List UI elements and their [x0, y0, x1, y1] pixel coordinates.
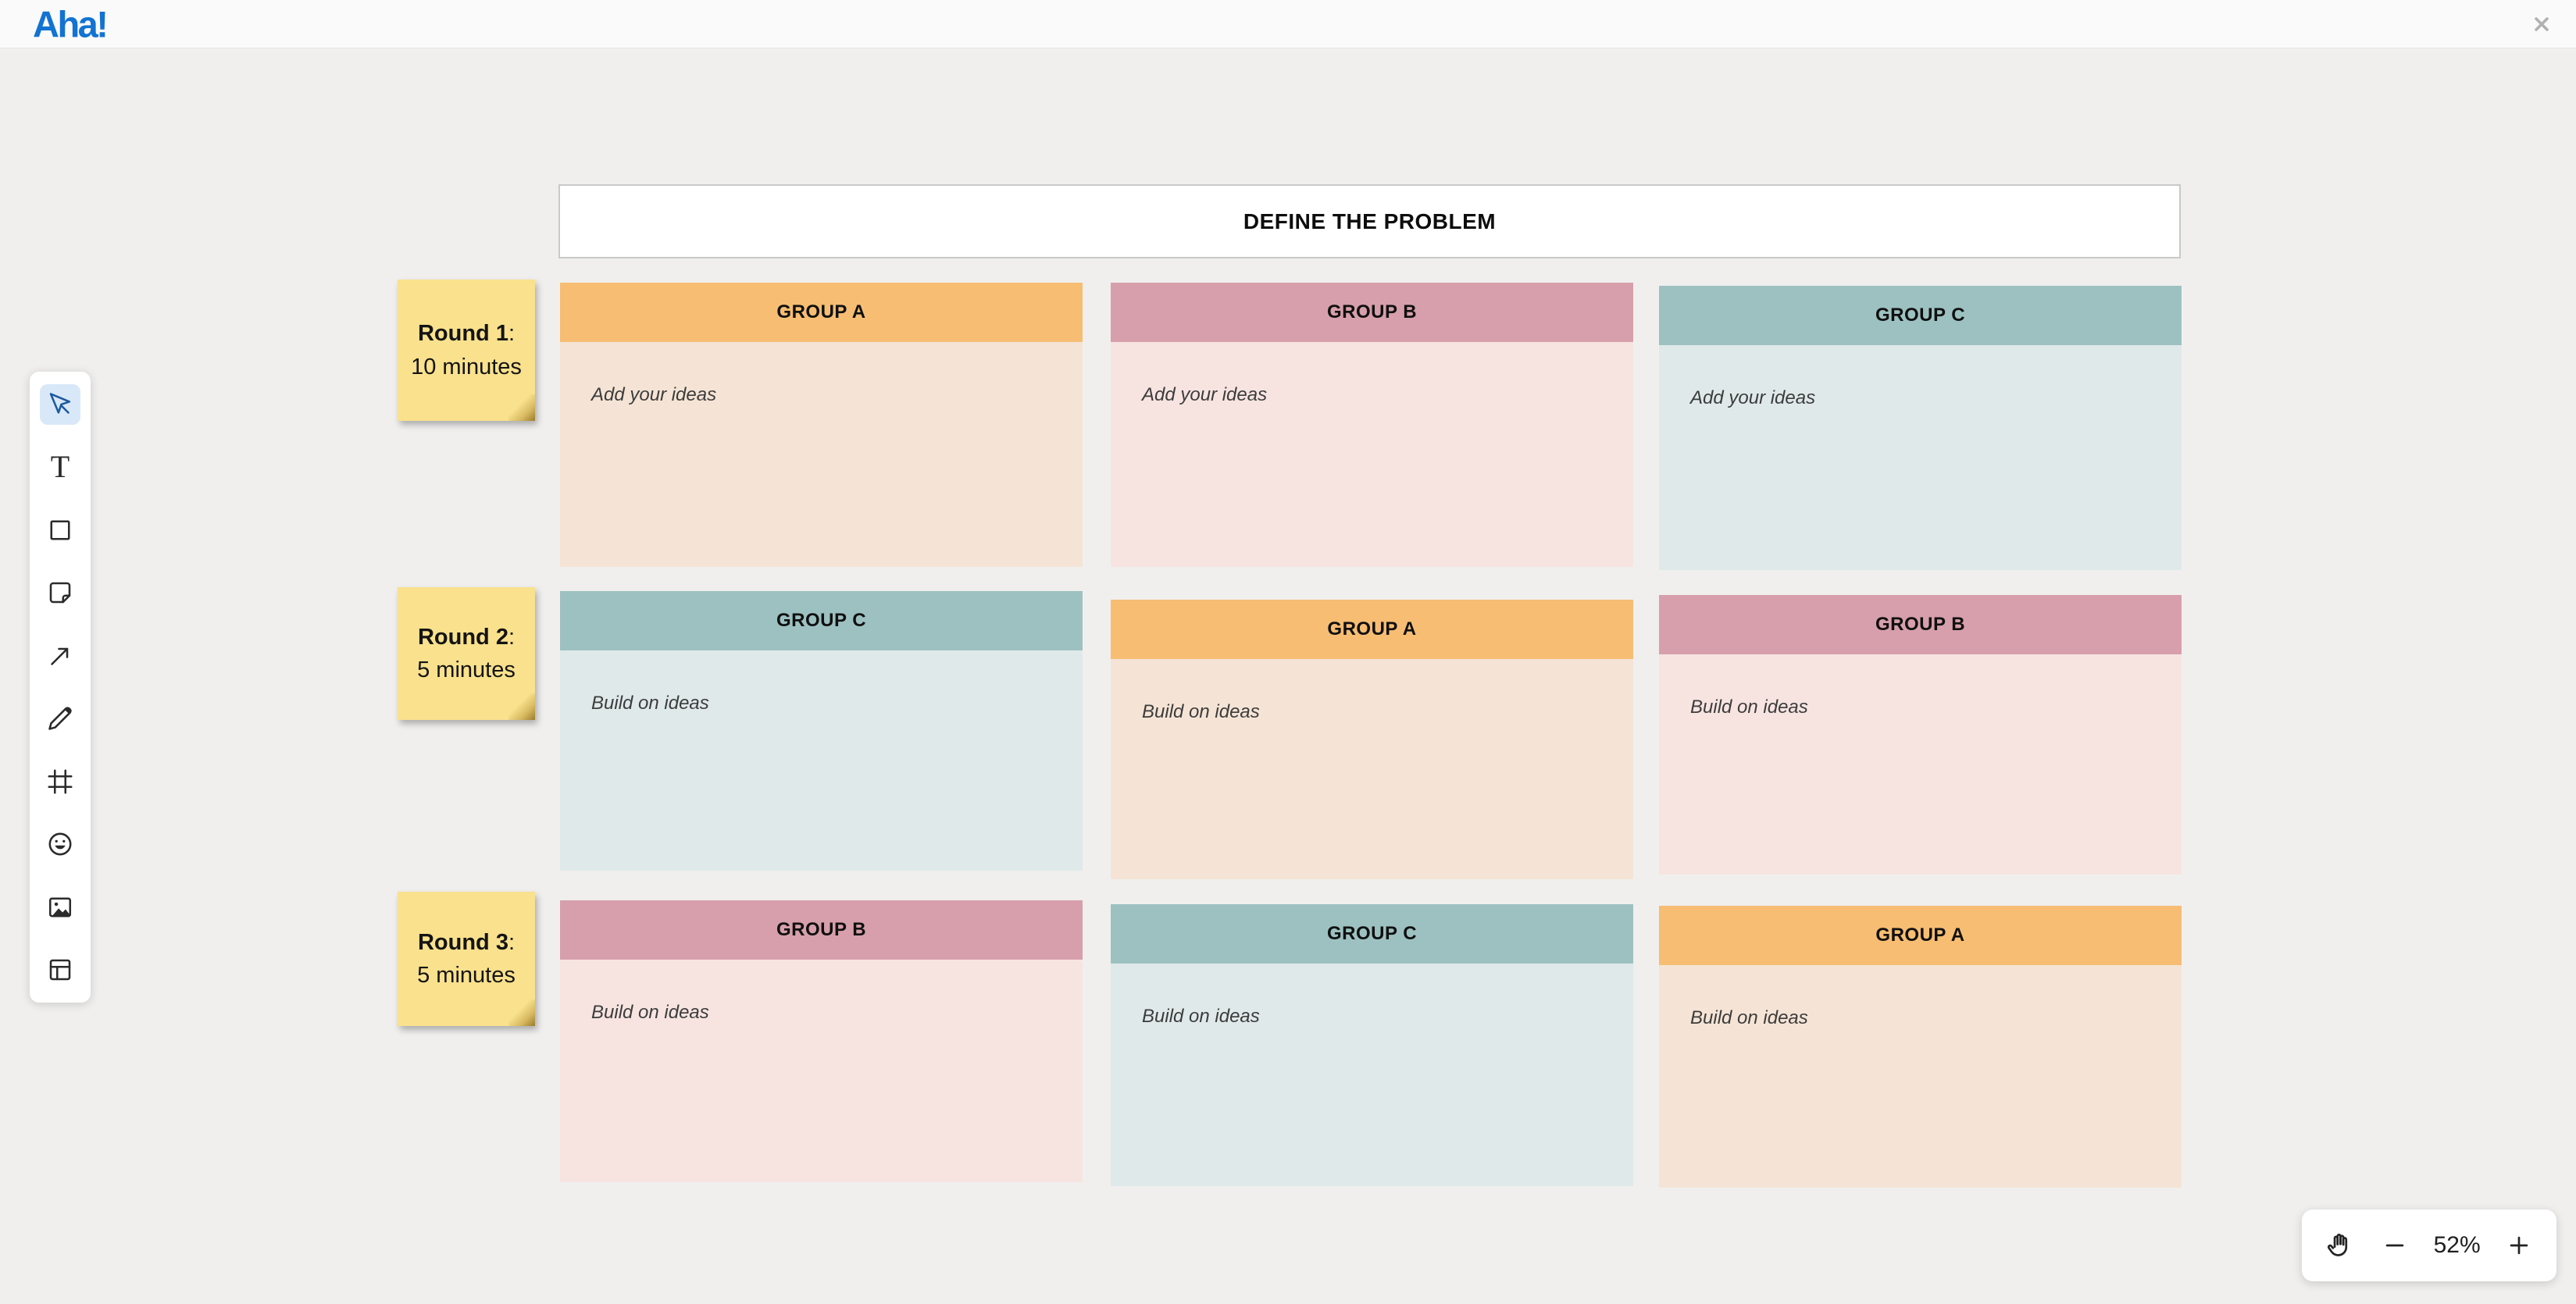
card-body[interactable]: Build on ideas — [560, 960, 1083, 1182]
group-card[interactable]: GROUP C Build on ideas — [560, 591, 1083, 871]
card-placeholder: Add your ideas — [1690, 387, 1816, 408]
minus-icon — [2386, 1244, 2404, 1247]
group-card[interactable]: GROUP C Add your ideas — [1659, 286, 2182, 570]
card-header: GROUP B — [1659, 595, 2182, 654]
group-card[interactable]: GROUP B Build on ideas — [560, 900, 1083, 1182]
image-icon — [48, 896, 72, 917]
image-tool-button[interactable] — [40, 887, 80, 928]
table-layout-icon — [49, 959, 71, 981]
card-body[interactable]: Build on ideas — [560, 650, 1083, 871]
card-placeholder: Build on ideas — [1690, 1007, 1808, 1028]
card-placeholder: Add your ideas — [1142, 384, 1268, 405]
round-1-sticky-note[interactable]: Round 1: 10 minutes — [398, 280, 535, 421]
card-body[interactable]: Build on ideas — [1111, 659, 1633, 879]
close-icon — [2535, 16, 2549, 31]
emoji-icon — [48, 832, 72, 856]
card-body[interactable]: Add your ideas — [560, 342, 1083, 567]
group-card[interactable]: GROUP A Build on ideas — [1111, 600, 1633, 879]
pen-icon — [48, 707, 72, 730]
sticky-corner-fold — [508, 999, 535, 1026]
card-header: GROUP A — [1659, 906, 2182, 965]
square-icon — [50, 520, 70, 540]
group-card[interactable]: GROUP A Add your ideas — [560, 283, 1083, 567]
card-body[interactable]: Add your ideas — [1111, 342, 1633, 567]
aha-logo[interactable]: Aha! — [33, 3, 109, 45]
text-tool-button[interactable]: T — [40, 447, 80, 487]
zoom-controls: 52% — [2302, 1210, 2556, 1281]
pan-tool-button[interactable] — [2322, 1228, 2357, 1263]
table-tool-button[interactable] — [40, 949, 80, 990]
top-bar: Aha! — [0, 0, 2576, 48]
sticky-line-1: Round 3: — [417, 929, 516, 955]
zoom-out-button[interactable] — [2378, 1228, 2412, 1263]
frame-icon — [48, 769, 73, 794]
card-placeholder: Add your ideas — [591, 384, 717, 405]
sticky-note-icon — [49, 583, 71, 604]
emoji-tool-button[interactable] — [40, 824, 80, 864]
zoom-level: 52% — [2433, 1232, 2481, 1258]
card-placeholder: Build on ideas — [1142, 1006, 1260, 1027]
group-card[interactable]: GROUP A Build on ideas — [1659, 906, 2182, 1188]
sticky-corner-fold — [508, 693, 535, 720]
cursor-icon — [49, 393, 71, 414]
hand-icon — [2327, 1233, 2348, 1256]
board-title: DEFINE THE PROBLEM — [1243, 208, 1497, 233]
card-header: GROUP A — [560, 283, 1083, 342]
round-2-sticky-note[interactable]: Round 2: 5 minutes — [398, 587, 535, 720]
sticky-corner-fold — [508, 394, 535, 421]
zoom-in-button[interactable] — [2502, 1228, 2536, 1263]
group-card[interactable]: GROUP B Build on ideas — [1659, 595, 2182, 875]
shape-tool-button[interactable] — [40, 510, 80, 550]
card-placeholder: Build on ideas — [591, 693, 709, 714]
frame-tool-button[interactable] — [40, 761, 80, 802]
card-body[interactable]: Add your ideas — [1659, 345, 2182, 570]
sticky-line-1: Round 1: — [417, 321, 516, 347]
card-placeholder: Build on ideas — [591, 1002, 709, 1023]
board-title-box[interactable]: DEFINE THE PROBLEM — [558, 184, 2181, 258]
card-header: GROUP B — [560, 900, 1083, 960]
toolbar: T — [30, 372, 91, 1003]
card-header: GROUP B — [1111, 283, 1633, 342]
card-header: GROUP C — [560, 591, 1083, 650]
select-tool-button[interactable] — [40, 384, 80, 425]
group-card[interactable]: GROUP B Add your ideas — [1111, 283, 1633, 567]
plus-icon — [2510, 1236, 2528, 1255]
round-3-sticky-note[interactable]: Round 3: 5 minutes — [398, 892, 535, 1026]
card-header: GROUP A — [1111, 600, 1633, 659]
arrow-tool-button[interactable] — [40, 636, 80, 676]
sticky-note-tool-button[interactable] — [40, 572, 80, 613]
card-header: GROUP C — [1111, 904, 1633, 964]
card-body[interactable]: Build on ideas — [1659, 965, 2182, 1188]
group-card[interactable]: GROUP C Build on ideas — [1111, 904, 1633, 1186]
card-body[interactable]: Build on ideas — [1111, 964, 1633, 1186]
card-body[interactable]: Build on ideas — [1659, 654, 2182, 875]
sticky-line-1: Round 2: — [417, 624, 516, 650]
card-placeholder: Build on ideas — [1142, 701, 1260, 722]
arrow-icon — [51, 647, 69, 665]
close-button[interactable] — [2528, 10, 2556, 38]
sticky-line-2: 5 minutes — [417, 963, 516, 988]
text-icon: T — [50, 449, 70, 485]
pen-tool-button[interactable] — [40, 698, 80, 739]
card-placeholder: Build on ideas — [1690, 697, 1808, 718]
card-header: GROUP C — [1659, 286, 2182, 345]
sticky-line-2: 10 minutes — [411, 354, 522, 379]
sticky-line-2: 5 minutes — [417, 657, 516, 682]
